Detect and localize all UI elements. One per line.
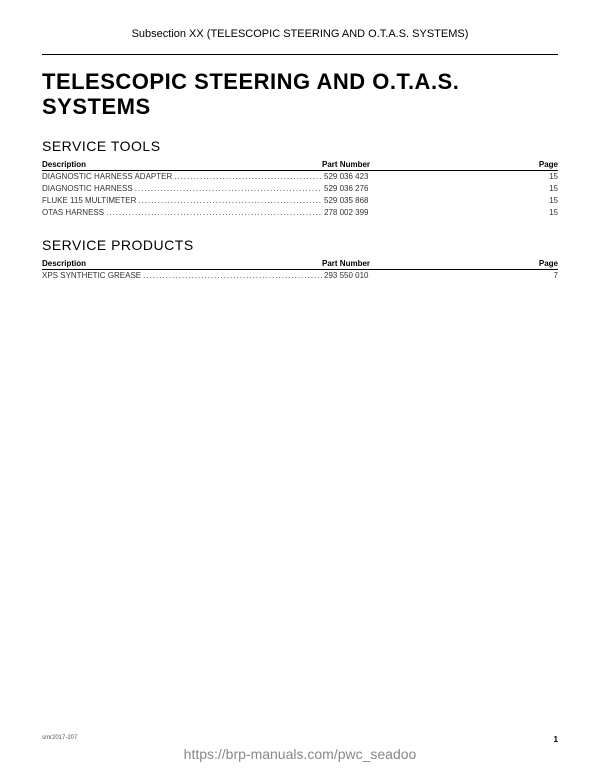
row-page: 15 <box>538 171 558 183</box>
service-tools-heading: SERVICE TOOLS <box>42 138 558 154</box>
row-part-number: 529 036 276 <box>322 183 382 195</box>
service-products-heading: SERVICE PRODUCTS <box>42 237 558 253</box>
col-page: Page <box>472 160 558 169</box>
doc-id: smr2017-207 <box>42 735 77 744</box>
col-description: Description <box>42 160 322 169</box>
table-row: XPS SYNTHETIC GREASE 293 550 010 7 <box>42 270 558 282</box>
row-part-number: 293 550 010 <box>322 270 382 282</box>
row-page: 15 <box>538 183 558 195</box>
row-description: FLUKE 115 MULTIMETER <box>42 195 322 207</box>
page-title: TELESCOPIC STEERING AND O.T.A.S. SYSTEMS <box>42 69 558 120</box>
products-table-header: Description Part Number Page <box>42 259 558 270</box>
row-part-number: 529 036 423 <box>322 171 382 183</box>
divider-top <box>42 54 558 55</box>
watermark-url: https://brp-manuals.com/pwc_seadoo <box>0 746 600 762</box>
table-row: FLUKE 115 MULTIMETER 529 035 868 15 <box>42 195 558 207</box>
row-description: XPS SYNTHETIC GREASE <box>42 270 322 282</box>
row-part-number: 529 035 868 <box>322 195 382 207</box>
row-description: DIAGNOSTIC HARNESS <box>42 183 322 195</box>
subsection-header: Subsection XX (TELESCOPIC STEERING AND O… <box>42 28 558 40</box>
col-description: Description <box>42 259 322 268</box>
col-page: Page <box>472 259 558 268</box>
row-description: OTAS HARNESS <box>42 207 322 219</box>
row-part-number: 278 002 399 <box>322 207 382 219</box>
col-part-number: Part Number <box>322 160 472 169</box>
table-row: DIAGNOSTIC HARNESS ADAPTER 529 036 423 1… <box>42 171 558 183</box>
table-row: OTAS HARNESS 278 002 399 15 <box>42 207 558 219</box>
row-page: 7 <box>538 270 558 282</box>
page-footer: smr2017-207 1 <box>42 735 558 744</box>
tools-table-header: Description Part Number Page <box>42 160 558 171</box>
row-page: 15 <box>538 207 558 219</box>
table-row: DIAGNOSTIC HARNESS 529 036 276 15 <box>42 183 558 195</box>
col-part-number: Part Number <box>322 259 472 268</box>
page-number: 1 <box>554 735 558 744</box>
row-page: 15 <box>538 195 558 207</box>
row-description: DIAGNOSTIC HARNESS ADAPTER <box>42 171 322 183</box>
